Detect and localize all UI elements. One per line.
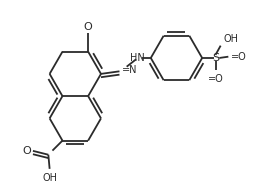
Text: O: O: [84, 22, 93, 32]
Text: =N: =N: [122, 65, 137, 75]
Text: =O: =O: [208, 74, 223, 84]
Text: S: S: [212, 53, 219, 63]
Text: OH: OH: [223, 34, 238, 44]
Text: OH: OH: [42, 173, 57, 183]
Text: =O: =O: [232, 52, 247, 62]
Text: HN: HN: [130, 53, 145, 63]
Text: O: O: [22, 146, 31, 156]
